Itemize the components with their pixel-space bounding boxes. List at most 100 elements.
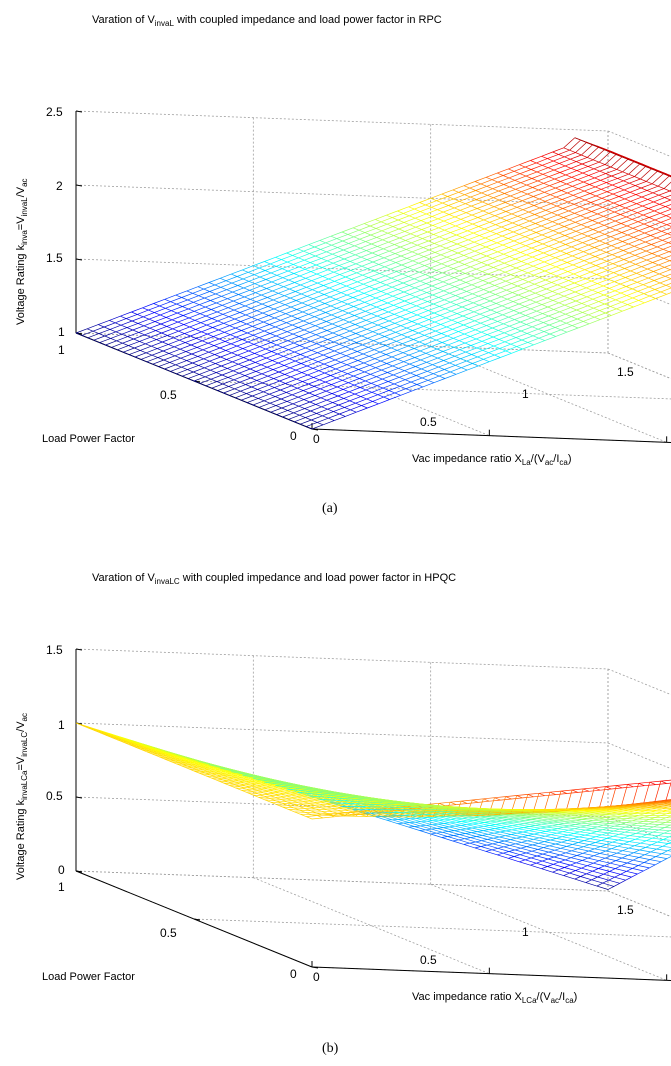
mesh-line	[601, 193, 614, 199]
mesh-line	[657, 251, 670, 257]
mesh-line	[139, 336, 151, 342]
mesh-line	[354, 241, 366, 247]
mesh-line	[546, 214, 558, 220]
mesh-line	[420, 355, 432, 361]
mesh-line	[527, 189, 539, 195]
mesh-line	[273, 304, 286, 310]
mesh-line	[579, 206, 586, 210]
mesh-line	[182, 301, 194, 307]
mesh-line	[560, 246, 572, 252]
mesh-line	[425, 283, 433, 287]
mesh-line	[598, 227, 611, 233]
mesh-line	[283, 286, 290, 290]
mesh-line	[224, 327, 236, 333]
mesh-line	[492, 184, 504, 190]
mesh-line	[591, 143, 598, 148]
mesh-line	[603, 211, 615, 217]
mesh-line	[241, 339, 249, 343]
mesh-line	[417, 323, 424, 327]
mesh-line	[474, 246, 487, 252]
mesh-line	[320, 388, 327, 392]
mesh-line	[308, 388, 321, 394]
mesh-line	[609, 292, 622, 298]
mesh-line	[613, 272, 620, 276]
mesh-line	[548, 176, 555, 180]
mesh-line	[533, 838, 545, 842]
mesh-line	[535, 288, 547, 294]
mesh-line	[305, 343, 317, 349]
mesh-line	[313, 303, 326, 309]
mesh-line	[609, 214, 621, 220]
mesh-line	[515, 328, 522, 332]
mesh-line	[528, 207, 541, 213]
mesh-line	[454, 286, 461, 290]
mesh-line	[651, 244, 658, 248]
mesh-line	[609, 297, 616, 301]
mesh-line	[277, 349, 289, 355]
mesh-line	[551, 277, 563, 283]
mesh-line	[357, 277, 369, 283]
mesh-line	[380, 217, 393, 223]
mesh-line	[421, 294, 433, 300]
mesh-line	[488, 199, 500, 205]
surface-mesh-b	[75, 722, 671, 890]
mesh-line	[448, 214, 456, 218]
mesh-line	[635, 190, 648, 195]
mesh-line	[470, 837, 482, 842]
mesh-line	[649, 166, 656, 170]
mesh-line	[458, 839, 470, 844]
mesh-line	[658, 835, 670, 838]
mesh-line	[507, 307, 514, 311]
mesh-line	[310, 271, 317, 275]
mesh-line	[393, 370, 405, 376]
mesh-line	[267, 371, 280, 377]
mesh-line	[584, 265, 597, 271]
mesh-line	[410, 229, 422, 235]
mesh-line	[487, 343, 494, 347]
mesh-line	[354, 384, 361, 388]
mesh-line	[380, 360, 387, 364]
mesh-line	[490, 300, 497, 304]
mesh-line	[331, 389, 344, 394]
mesh-line	[575, 217, 587, 223]
mesh-line	[596, 200, 608, 206]
mesh-line	[380, 286, 393, 292]
mesh-line	[109, 329, 117, 333]
mesh-line	[584, 840, 596, 843]
mesh-line	[485, 818, 497, 822]
mesh-line	[578, 193, 591, 199]
mesh-line	[586, 296, 593, 300]
mesh-line	[568, 829, 580, 833]
mesh-line	[668, 843, 671, 845]
mesh-line	[416, 384, 423, 388]
mesh-line	[453, 835, 465, 840]
mesh-line	[622, 241, 629, 245]
mesh-line	[427, 227, 439, 233]
mesh-line	[290, 293, 302, 299]
mesh-line	[442, 831, 454, 836]
mesh-line	[399, 376, 406, 381]
mesh-line	[427, 370, 434, 375]
mesh-line	[465, 277, 478, 283]
mesh-line	[458, 191, 465, 196]
mesh-line	[312, 298, 320, 302]
mesh-line	[632, 293, 644, 299]
mesh-line	[336, 307, 343, 312]
mesh-line	[502, 314, 509, 318]
mesh-line	[241, 395, 253, 401]
mesh-line	[397, 280, 404, 284]
mesh-line	[426, 213, 433, 217]
mesh-line	[536, 306, 548, 312]
mesh-line	[648, 277, 655, 281]
mesh-line	[417, 240, 429, 246]
mesh-line	[310, 340, 317, 345]
mesh-line	[456, 818, 468, 822]
mesh-line	[564, 819, 577, 822]
mesh-line	[438, 297, 445, 301]
mesh-line	[605, 173, 612, 177]
mesh-line	[322, 341, 334, 347]
mesh-line	[120, 324, 128, 328]
mesh-line	[515, 258, 522, 262]
mesh-line	[547, 236, 555, 241]
mesh-line	[393, 383, 401, 387]
